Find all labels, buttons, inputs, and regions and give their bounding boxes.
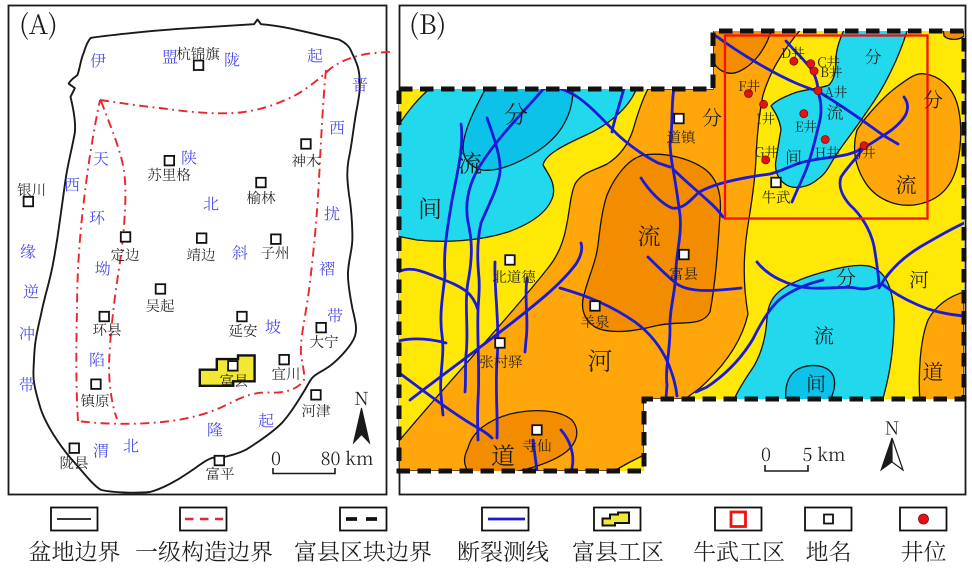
svg-text:环: 环 [89,206,105,229]
svg-text:富县工区: 富县工区 [572,534,664,567]
svg-text:C井: C井 [817,51,840,71]
svg-text:带: 带 [327,304,343,327]
svg-text:逆: 逆 [23,280,39,303]
svg-text:带: 带 [19,373,35,396]
svg-text:定边: 定边 [111,244,140,265]
svg-text:褶: 褶 [319,257,335,280]
svg-text:陷: 陷 [89,348,105,371]
svg-text:大宁: 大宁 [310,331,339,352]
svg-text:银川: 银川 [17,179,46,200]
svg-text:(B): (B) [409,3,446,42]
svg-text:道: 道 [491,437,515,472]
svg-text:张村驿: 张村驿 [479,351,523,372]
svg-text:道: 道 [923,357,944,387]
svg-text:羊泉: 羊泉 [581,311,610,332]
svg-text:苏里格: 苏里格 [147,164,191,185]
svg-text:北: 北 [203,192,219,215]
svg-text:0: 0 [761,441,771,467]
svg-text:子州: 子州 [261,242,290,263]
svg-text:H井: H井 [815,142,841,162]
svg-text:环县: 环县 [93,319,122,340]
svg-text:宜川: 宜川 [272,363,301,384]
svg-text:杭锦旗: 杭锦旗 [176,43,220,64]
svg-text:地名: 地名 [806,534,852,567]
svg-text:西: 西 [329,116,345,139]
svg-text:(A): (A) [19,3,58,42]
svg-text:J井: J井 [856,142,876,162]
svg-text:天: 天 [93,147,109,170]
svg-text:分: 分 [702,102,722,131]
svg-text:富县: 富县 [220,370,249,391]
svg-text:缘: 缘 [20,240,36,263]
svg-text:F井: F井 [738,75,760,95]
svg-text:G井: G井 [755,141,779,161]
svg-text:D井: D井 [781,42,805,62]
svg-text:间: 间 [418,189,442,224]
svg-text:5 km: 5 km [803,441,846,467]
svg-text:西: 西 [64,173,80,196]
svg-text:井位: 井位 [901,534,947,567]
svg-text:富县区块边界: 富县区块边界 [294,534,432,567]
svg-text:斜: 斜 [232,241,248,264]
svg-text:流: 流 [896,170,917,200]
svg-text:牛武工区: 牛武工区 [693,534,785,567]
svg-text:I井: I井 [756,108,775,128]
svg-text:河津: 河津 [302,400,331,421]
svg-text:吴起: 吴起 [146,295,175,316]
svg-text:分: 分 [923,84,943,113]
svg-text:分: 分 [836,262,856,291]
svg-text:扰: 扰 [324,202,340,225]
svg-text:北道德: 北道德 [492,266,536,287]
svg-text:N: N [354,385,368,411]
svg-text:一级构造边界: 一级构造边界 [135,534,273,567]
svg-text:寺仙: 寺仙 [523,435,552,456]
svg-text:河: 河 [587,342,612,378]
svg-text:起: 起 [307,44,323,67]
svg-text:榆林: 榆林 [247,187,276,208]
svg-text:陇县: 陇县 [60,452,89,473]
svg-text:流: 流 [814,320,834,349]
svg-text:间: 间 [785,144,802,169]
svg-text:分: 分 [504,95,528,130]
svg-text:流: 流 [827,99,844,124]
svg-text:断裂测线: 断裂测线 [457,534,549,567]
svg-text:陕: 陕 [181,146,197,169]
svg-text:北: 北 [123,434,139,457]
svg-text:陇: 陇 [224,48,240,71]
svg-text:镇原: 镇原 [81,390,110,411]
svg-text:B井: B井 [820,61,843,81]
svg-text:坳: 坳 [95,257,111,280]
svg-text:间: 间 [806,368,826,397]
svg-text:A井: A井 [824,81,848,101]
svg-text:牛武: 牛武 [762,187,791,208]
svg-text:流: 流 [458,144,482,179]
svg-text:靖边: 靖边 [187,244,216,265]
svg-text:神木: 神木 [292,150,321,171]
svg-text:富县: 富县 [669,263,698,284]
svg-text:盟: 盟 [162,45,178,68]
svg-text:盆地边界: 盆地边界 [29,534,121,567]
svg-text:晋: 晋 [352,73,368,96]
svg-text:伊: 伊 [90,49,106,72]
svg-text:流: 流 [638,218,661,251]
svg-text:冲: 冲 [19,322,35,345]
svg-text:起: 起 [258,409,274,432]
svg-text:0: 0 [271,445,281,471]
svg-text:道镇: 道镇 [667,127,696,148]
svg-text:富平: 富平 [206,463,235,484]
svg-text:坡: 坡 [265,315,281,338]
svg-text:N: N [885,415,899,441]
svg-text:分: 分 [865,43,882,68]
svg-text:河: 河 [909,264,929,293]
svg-text:隆: 隆 [207,418,223,441]
svg-text:E井: E井 [795,116,818,136]
svg-text:渭: 渭 [93,439,109,462]
svg-text:80 km: 80 km [321,445,374,471]
svg-text:延安: 延安 [229,320,258,341]
